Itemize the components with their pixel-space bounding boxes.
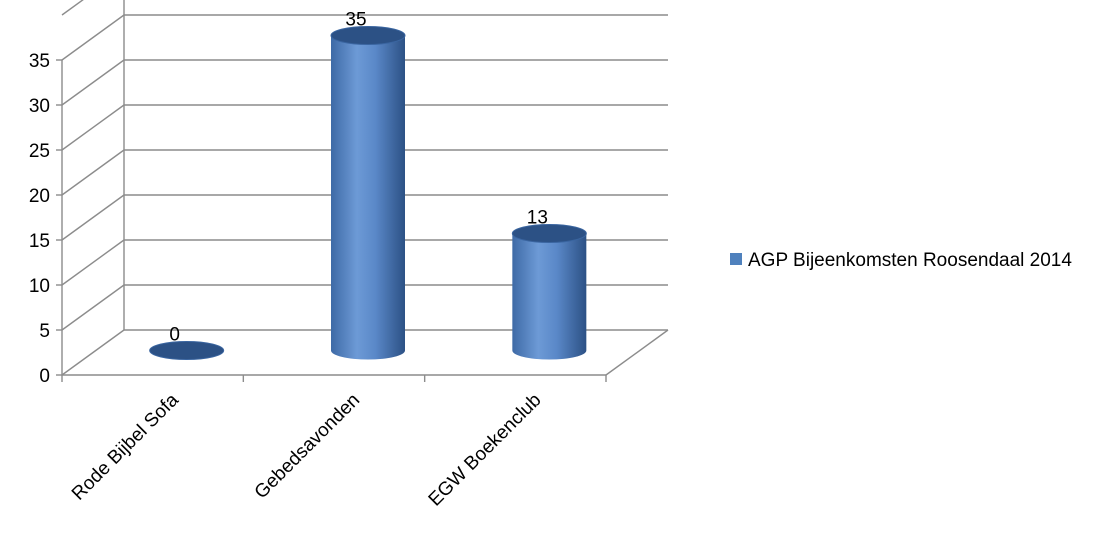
y-tick-label-1: 5	[39, 321, 50, 342]
gridline-side-25	[61, 104, 125, 151]
legend-swatch	[730, 253, 742, 265]
data-label-1: 35	[345, 10, 366, 31]
gridline-side-5	[61, 284, 125, 331]
data-label-0: 0	[169, 325, 180, 346]
bar-body-2	[512, 233, 587, 360]
gridline-side-30	[61, 59, 125, 106]
gridline-side-15	[61, 194, 125, 241]
bar-top-1	[330, 26, 406, 45]
x-tick-label-0: Rode Bijbel Sofa	[68, 389, 183, 504]
bars	[149, 26, 587, 360]
legend: AGP Bijeenkomsten Roosendaal 2014	[730, 246, 1090, 276]
y-tick-label-5: 25	[29, 141, 50, 162]
x-tick-label-2: EGW Boekenclub	[425, 390, 546, 511]
y-tick-label-6: 30	[29, 96, 50, 117]
bar-1	[330, 26, 406, 360]
legend-label: AGP Bijeenkomsten Roosendaal 2014	[748, 250, 1072, 271]
gridline-side-10	[61, 239, 125, 286]
data-label-2: 13	[527, 208, 548, 229]
bar-0	[149, 341, 225, 360]
bar-body-1	[331, 35, 405, 360]
bar-top-0	[149, 341, 225, 360]
gridline-side-35	[61, 14, 125, 61]
labels: 0 35 13	[169, 10, 548, 346]
y-tick-label-2: 10	[29, 276, 50, 297]
gridline-side-0	[61, 329, 125, 376]
x-tick-label-1: Gebedsavonden	[251, 390, 364, 503]
gridline-side-40	[61, 0, 84, 16]
y-tick-label-0: 0	[39, 366, 50, 387]
floor-right-edge	[605, 329, 669, 376]
y-tick-label-4: 20	[29, 186, 50, 207]
gridline-side-20	[61, 149, 125, 196]
y-tick-label-3: 15	[29, 231, 50, 252]
y-tick-label-7: 35	[29, 51, 50, 72]
bar-top-2	[511, 224, 587, 243]
bar-2	[511, 224, 587, 360]
